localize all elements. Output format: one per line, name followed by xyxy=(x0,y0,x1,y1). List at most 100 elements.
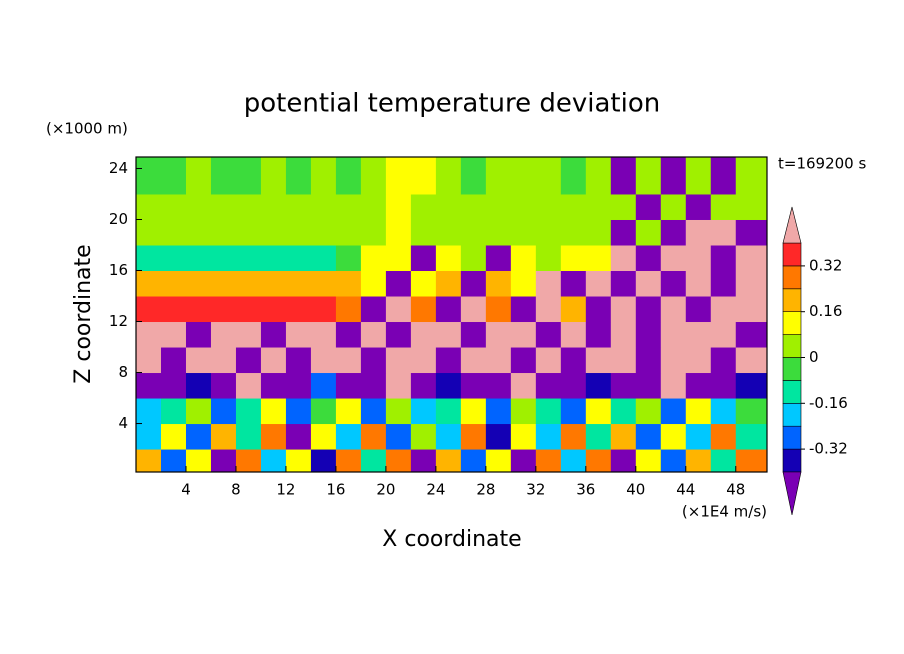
heatmap-cell xyxy=(710,372,737,399)
heatmap-cell xyxy=(610,372,637,399)
heatmap-cell xyxy=(560,219,587,246)
heatmap-cell xyxy=(310,449,337,473)
heatmap-cell xyxy=(435,372,462,399)
colorbar-band xyxy=(782,288,802,312)
heatmap-cell xyxy=(136,219,162,246)
heatmap-cell xyxy=(535,193,562,220)
heatmap-cell xyxy=(310,270,337,297)
heatmap-cell xyxy=(660,244,687,272)
heatmap-cell xyxy=(460,449,487,473)
x-tick-label: 4 xyxy=(181,481,191,499)
heatmap-cell xyxy=(560,423,587,450)
heatmap-cell xyxy=(335,244,362,272)
heatmap-cell xyxy=(535,398,562,425)
heatmap-cell xyxy=(585,398,612,425)
heatmap-cell xyxy=(260,296,287,323)
heatmap-cell xyxy=(535,321,562,348)
x-tick-label: 44 xyxy=(676,481,695,499)
heatmap-cell xyxy=(285,449,312,473)
heatmap-cell xyxy=(560,372,587,399)
heatmap-cell xyxy=(585,193,612,220)
x-tick-label: 48 xyxy=(726,481,745,499)
heatmap-cell xyxy=(360,219,387,246)
heatmap-cell xyxy=(660,423,687,450)
heatmap-cell xyxy=(735,244,768,272)
heatmap-cell xyxy=(335,219,362,246)
heatmap-cell xyxy=(510,372,537,399)
heatmap-cell xyxy=(210,157,237,195)
heatmap-cell xyxy=(310,157,337,195)
heatmap-cell xyxy=(410,321,437,348)
heatmap-cell xyxy=(585,347,612,374)
heatmap-cell xyxy=(310,296,337,323)
x-tick-label: 28 xyxy=(476,481,495,499)
heatmap-cell xyxy=(285,244,312,272)
heatmap-cell xyxy=(285,423,312,450)
colorbar-tick-label: 0.32 xyxy=(809,256,842,274)
heatmap-cell xyxy=(310,321,337,348)
heatmap-cell xyxy=(685,270,712,297)
heatmap-cell xyxy=(585,296,612,323)
heatmap-cell xyxy=(136,270,162,297)
heatmap-cell xyxy=(210,372,237,399)
heatmap-cell xyxy=(485,372,512,399)
heatmap-cell xyxy=(360,244,387,272)
heatmap-cell xyxy=(610,423,637,450)
heatmap-cell xyxy=(185,372,212,399)
heatmap-cell xyxy=(185,244,212,272)
heatmap-cell xyxy=(435,157,462,195)
heatmap-cell xyxy=(610,347,637,374)
heatmap-cell xyxy=(735,423,768,450)
heatmap-cell xyxy=(260,423,287,450)
heatmap-cell xyxy=(635,219,662,246)
heatmap-cell xyxy=(435,270,462,297)
heatmap-cell xyxy=(136,449,162,473)
colorbar-tick-label: -0.16 xyxy=(809,394,848,412)
heatmap-cell xyxy=(435,398,462,425)
heatmap-cell xyxy=(235,270,262,297)
heatmap-cell xyxy=(610,449,637,473)
heatmap-cell xyxy=(210,423,237,450)
heatmap-cell xyxy=(710,347,737,374)
heatmap-cell xyxy=(385,270,412,297)
heatmap-cell xyxy=(510,347,537,374)
heatmap-cell xyxy=(360,193,387,220)
heatmap-cell xyxy=(510,423,537,450)
heatmap-cell xyxy=(210,347,237,374)
heatmap-cell xyxy=(260,449,287,473)
heatmap-cell xyxy=(136,296,162,323)
heatmap-cell xyxy=(160,219,187,246)
heatmap-cell xyxy=(185,219,212,246)
heatmap-cell xyxy=(610,193,637,220)
heatmap-cell xyxy=(310,398,337,425)
heatmap-cell xyxy=(610,321,637,348)
heatmap-cell xyxy=(285,296,312,323)
heatmap-cell xyxy=(185,449,212,473)
heatmap-cell xyxy=(385,244,412,272)
heatmap-cell xyxy=(685,347,712,374)
heatmap-cell xyxy=(235,193,262,220)
y-tick-label: 20 xyxy=(109,210,128,228)
heatmap-cell xyxy=(385,449,412,473)
heatmap-cell xyxy=(385,193,412,220)
heatmap-cell xyxy=(285,270,312,297)
heatmap-cell xyxy=(235,423,262,450)
heatmap-cell xyxy=(385,296,412,323)
heatmap-cell xyxy=(260,321,287,348)
heatmap-cell xyxy=(235,449,262,473)
heatmap-cell xyxy=(360,423,387,450)
heatmap-cell xyxy=(136,157,162,195)
heatmap-cell xyxy=(535,296,562,323)
x-tick-label: 16 xyxy=(326,481,345,499)
heatmap-cell xyxy=(460,219,487,246)
heatmap-cell xyxy=(685,398,712,425)
colorbar-band xyxy=(782,265,802,290)
heatmap-cell xyxy=(160,423,187,450)
heatmap-cell xyxy=(635,296,662,323)
heatmap-cell xyxy=(136,347,162,374)
heatmap-cell xyxy=(460,398,487,425)
heatmap-cell xyxy=(585,321,612,348)
heatmap-cell xyxy=(635,193,662,220)
heatmap-cell xyxy=(160,347,187,374)
heatmap-cell xyxy=(285,347,312,374)
